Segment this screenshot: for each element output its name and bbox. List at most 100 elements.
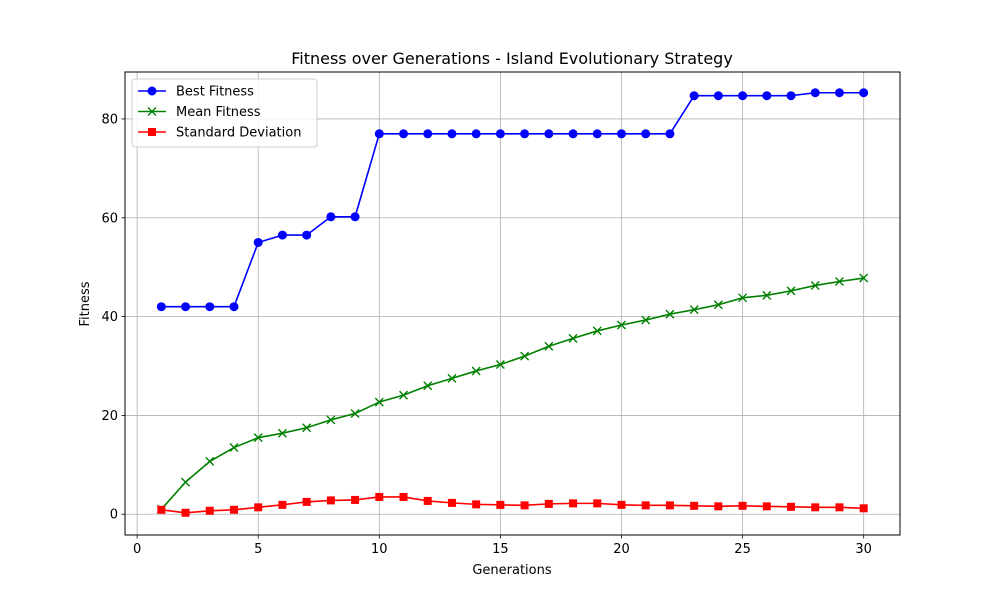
legend-marker-best-fitness [147, 86, 157, 96]
data-point-best-fitness [786, 91, 796, 101]
data-point-standard-deviation [835, 503, 844, 512]
data-point-mean-fitness [471, 366, 481, 376]
data-point-standard-deviation [254, 503, 263, 512]
data-point-best-fitness [302, 230, 312, 240]
series-line-mean-fitness [160, 277, 864, 510]
data-point-mean-fitness [374, 397, 384, 407]
y-tick-label: 20 [101, 409, 118, 424]
data-point-mean-fitness [253, 433, 263, 443]
data-point-mean-fitness [399, 390, 409, 400]
data-point-standard-deviation [278, 500, 287, 509]
x-tick-label: 30 [855, 542, 872, 557]
y-tick-label: 60 [101, 211, 118, 226]
data-point-best-fitness [616, 129, 626, 139]
data-point-best-fitness [374, 129, 384, 139]
data-point-mean-fitness [834, 277, 844, 287]
data-point-best-fitness [181, 302, 191, 312]
y-axis-label: Fitness [78, 281, 93, 326]
data-point-best-fitness [423, 129, 433, 139]
data-point-standard-deviation [326, 496, 335, 505]
data-point-standard-deviation [447, 498, 456, 507]
data-point-mean-fitness [689, 305, 699, 315]
data-point-mean-fitness [641, 315, 651, 325]
data-point-standard-deviation [520, 501, 529, 510]
data-point-standard-deviation [787, 502, 796, 511]
data-point-mean-fitness [665, 309, 675, 319]
data-point-mean-fitness [447, 373, 457, 383]
grid [125, 72, 900, 535]
data-point-standard-deviation [569, 499, 578, 508]
data-point-standard-deviation [738, 501, 747, 510]
data-point-best-fitness [568, 129, 578, 139]
data-point-standard-deviation [423, 496, 432, 505]
data-point-mean-fitness [859, 273, 869, 283]
data-point-standard-deviation [205, 506, 214, 515]
data-point-mean-fitness [495, 360, 505, 370]
data-point-standard-deviation [665, 501, 674, 510]
data-point-best-fitness [350, 212, 360, 222]
chart-title: Fitness over Generations - Island Evolut… [291, 49, 733, 68]
data-point-mean-fitness [592, 326, 602, 336]
legend-label-mean-fitness: Mean Fitness [176, 105, 261, 120]
x-tick-label: 10 [371, 542, 388, 557]
data-point-best-fitness [399, 129, 409, 139]
data-point-best-fitness [471, 129, 481, 139]
y-tick-label: 40 [101, 310, 118, 325]
x-tick-label: 25 [734, 542, 751, 557]
data-point-best-fitness [689, 91, 699, 101]
data-point-mean-fitness [520, 351, 530, 361]
data-point-mean-fitness [568, 333, 578, 343]
data-point-standard-deviation [690, 501, 699, 510]
series-best-fitness [156, 88, 869, 312]
data-point-best-fitness [326, 212, 336, 222]
data-point-standard-deviation [351, 495, 360, 504]
data-point-mean-fitness [762, 290, 772, 300]
data-point-best-fitness [665, 129, 675, 139]
series-standard-deviation [157, 492, 868, 517]
data-point-mean-fitness [205, 456, 215, 466]
x-axis-label: Generations [472, 563, 552, 578]
data-point-best-fitness [641, 129, 651, 139]
data-point-mean-fitness [302, 423, 312, 433]
data-point-best-fitness [277, 230, 287, 240]
x-tick-label: 20 [613, 542, 630, 557]
data-point-standard-deviation [593, 499, 602, 508]
data-point-best-fitness [253, 237, 263, 247]
y-tick-label: 0 [110, 508, 118, 523]
data-point-best-fitness [544, 129, 554, 139]
data-point-mean-fitness [786, 286, 796, 296]
data-point-best-fitness [156, 302, 166, 312]
data-point-mean-fitness [229, 443, 239, 453]
data-point-standard-deviation [617, 500, 626, 509]
legend: Best Fitness Mean Fitness Standard Deviati… [131, 78, 318, 148]
data-point-standard-deviation [181, 508, 190, 517]
data-point-best-fitness [762, 91, 772, 101]
legend-label-best-fitness: Best Fitness [176, 85, 254, 100]
data-point-best-fitness [447, 129, 457, 139]
data-point-mean-fitness [810, 280, 820, 290]
data-point-mean-fitness [713, 300, 723, 310]
data-point-standard-deviation [714, 502, 723, 511]
legend-marker-standard-deviation [148, 128, 156, 136]
data-point-standard-deviation [811, 503, 820, 512]
data-point-standard-deviation [472, 500, 481, 509]
plot-frame [124, 71, 901, 536]
series-layer [156, 88, 869, 517]
data-point-standard-deviation [544, 499, 553, 508]
data-point-standard-deviation [399, 492, 408, 501]
data-point-standard-deviation [859, 504, 868, 513]
data-point-best-fitness [859, 88, 869, 98]
data-point-best-fitness [495, 129, 505, 139]
data-point-best-fitness [592, 129, 602, 139]
data-point-standard-deviation [762, 502, 771, 511]
legend-box [131, 78, 318, 148]
data-point-best-fitness [520, 129, 530, 139]
legend-label-standard-deviation: Standard Deviation [176, 126, 301, 141]
data-point-mean-fitness [181, 477, 191, 487]
legend-marker-mean-fitness [147, 107, 157, 116]
data-point-mean-fitness [423, 381, 433, 391]
data-point-mean-fitness [277, 428, 287, 438]
data-point-standard-deviation [375, 492, 384, 501]
data-point-best-fitness [810, 88, 820, 98]
